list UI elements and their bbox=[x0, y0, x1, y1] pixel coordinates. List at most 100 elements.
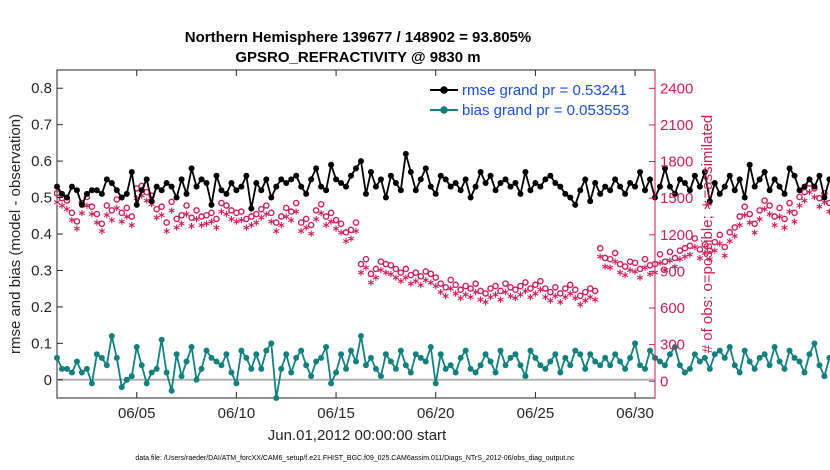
point-rmse bbox=[761, 169, 768, 176]
point-assimilated: * bbox=[477, 295, 484, 310]
point-bias bbox=[607, 362, 614, 369]
point-possible bbox=[701, 241, 709, 248]
point-possible bbox=[258, 205, 265, 213]
point-bias bbox=[691, 351, 698, 358]
point-assimilated: * bbox=[387, 270, 394, 285]
point-rmse bbox=[517, 190, 524, 197]
point-bias bbox=[507, 354, 514, 361]
point-possible bbox=[163, 219, 170, 226]
point-assimilated: * bbox=[756, 215, 763, 230]
point-possible bbox=[606, 255, 614, 263]
point-assimilated: * bbox=[113, 204, 120, 219]
point-assimilated: * bbox=[303, 223, 310, 238]
point-bias bbox=[522, 373, 529, 380]
point-possible bbox=[621, 263, 629, 270]
point-assimilated: * bbox=[293, 208, 300, 223]
point-possible bbox=[472, 280, 479, 287]
point-possible bbox=[437, 280, 445, 287]
point-rmse bbox=[128, 169, 135, 176]
point-assimilated: * bbox=[502, 288, 509, 303]
point-possible bbox=[641, 255, 649, 263]
point-assimilated: * bbox=[143, 197, 150, 212]
point-rmse bbox=[796, 187, 803, 194]
point-possible bbox=[442, 283, 450, 291]
point-possible bbox=[337, 220, 345, 228]
point-possible bbox=[188, 214, 195, 222]
point-possible bbox=[327, 209, 335, 217]
point-rmse bbox=[153, 183, 160, 190]
point-rmse bbox=[83, 190, 90, 197]
point-assimilated: * bbox=[163, 227, 170, 242]
point-bias bbox=[637, 362, 644, 369]
point-bias bbox=[547, 358, 554, 365]
point-rmse bbox=[318, 183, 325, 190]
chart-subtitle: GPSRO_REFRACTIVITY @ 9830 m bbox=[235, 49, 480, 66]
point-rmse bbox=[288, 176, 295, 183]
point-bias bbox=[642, 365, 649, 372]
point-bias bbox=[328, 380, 335, 387]
point-possible bbox=[213, 215, 220, 223]
point-bias bbox=[233, 380, 240, 387]
point-rmse bbox=[671, 190, 678, 197]
point-rmse bbox=[148, 198, 155, 205]
point-rmse bbox=[711, 179, 718, 186]
point-assimilated: * bbox=[632, 267, 639, 282]
point-possible bbox=[98, 220, 106, 228]
point-rmse bbox=[118, 194, 125, 201]
point-possible bbox=[726, 229, 734, 236]
point-bias bbox=[587, 351, 594, 358]
point-bias bbox=[761, 351, 768, 358]
point-bias bbox=[63, 365, 70, 372]
point-assimilated: * bbox=[547, 297, 554, 312]
point-possible bbox=[427, 270, 435, 278]
point-bias bbox=[387, 358, 394, 365]
point-possible bbox=[756, 207, 763, 214]
x-tick-label: 06/10 bbox=[218, 405, 256, 422]
point-rmse bbox=[427, 183, 434, 190]
point-rmse bbox=[637, 169, 644, 176]
point-assimilated: * bbox=[238, 216, 245, 231]
point-rmse bbox=[472, 183, 479, 190]
point-bias bbox=[367, 354, 374, 361]
point-assimilated: * bbox=[333, 225, 340, 240]
point-bias bbox=[333, 369, 340, 376]
point-rmse bbox=[353, 165, 359, 172]
point-rmse bbox=[338, 179, 345, 186]
point-bias bbox=[253, 351, 260, 358]
point-bias bbox=[88, 380, 95, 387]
point-bias bbox=[776, 358, 783, 365]
point-assimilated: * bbox=[741, 211, 748, 226]
point-assimilated: * bbox=[467, 293, 474, 308]
point-bias bbox=[377, 373, 384, 380]
point-bias bbox=[343, 365, 350, 372]
point-bias bbox=[362, 362, 369, 369]
point-rmse bbox=[691, 172, 698, 179]
point-possible bbox=[552, 283, 559, 291]
point-assimilated: * bbox=[83, 201, 90, 216]
point-assimilated: * bbox=[253, 219, 260, 234]
point-bias bbox=[243, 354, 250, 361]
point-possible bbox=[731, 224, 739, 231]
point-bias bbox=[432, 380, 439, 387]
axis-layer: 0 0.1 0.2 0.3 0.4 0.5 0.6 0.7 0.8 0 300 600 900 1200 1… bbox=[31, 70, 693, 422]
point-assimilated: * bbox=[766, 210, 773, 225]
point-assimilated: * bbox=[427, 278, 434, 293]
point-assimilated: * bbox=[128, 221, 135, 236]
point-bias bbox=[497, 347, 504, 354]
point-possible bbox=[108, 207, 116, 214]
point-rmse bbox=[482, 179, 489, 186]
point-rmse bbox=[572, 201, 579, 208]
chart-title: Northern Hemisphere 139677 / 148902 = 93… bbox=[185, 29, 531, 46]
point-assimilated: * bbox=[283, 212, 290, 227]
point-assimilated: * bbox=[771, 221, 778, 236]
point-assimilated: * bbox=[422, 276, 429, 291]
point-assimilated: * bbox=[487, 293, 494, 308]
point-assimilated: * bbox=[736, 221, 743, 236]
point-assimilated: * bbox=[627, 266, 634, 281]
y-tick-label-right: 1200 bbox=[660, 227, 693, 244]
point-bias bbox=[671, 343, 678, 350]
point-bias bbox=[532, 354, 539, 361]
point-rmse bbox=[522, 169, 529, 176]
point-rmse bbox=[392, 179, 399, 186]
legend-rmse-label: rmse grand pr = 0.53241 bbox=[462, 82, 627, 99]
